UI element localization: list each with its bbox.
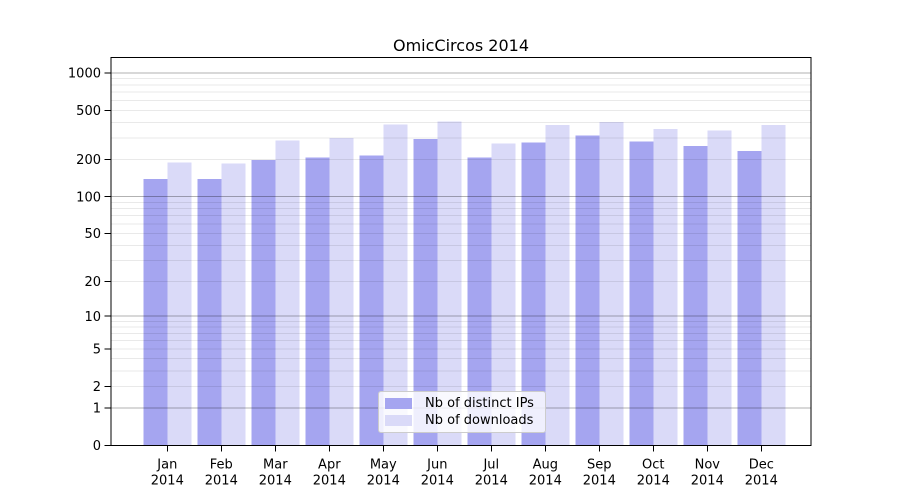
legend: Nb of distinct IPs Nb of downloads xyxy=(378,391,546,433)
legend-swatch-downloads xyxy=(385,415,412,426)
x-tick-label-year-apr: 2014 xyxy=(313,474,346,489)
chart-title: OmicCircos 2014 xyxy=(393,36,529,55)
y-tick-label-500: 500 xyxy=(76,104,101,119)
x-tick-label-month-may: May xyxy=(370,458,397,473)
legend-label-downloads: Nb of downloads xyxy=(425,413,534,428)
x-tick-label-month-apr: Apr xyxy=(318,458,341,473)
x-tick-label-year-mar: 2014 xyxy=(259,474,292,489)
x-tick-label-year-aug: 2014 xyxy=(529,474,562,489)
x-tick-label-year-jun: 2014 xyxy=(421,474,454,489)
bar-downloads-jan xyxy=(167,162,192,446)
bar-downloads-sep xyxy=(599,121,624,446)
bar-distinct-ips-oct xyxy=(629,141,654,446)
x-tick-label-month-nov: Nov xyxy=(695,458,721,473)
x-tick-label-year-jul: 2014 xyxy=(475,474,508,489)
x-tick-label-year-jan: 2014 xyxy=(151,474,184,489)
y-tick-label-1: 1 xyxy=(93,402,101,417)
y-tick-label-2: 2 xyxy=(93,380,101,395)
bar-distinct-ips-nov xyxy=(683,146,708,446)
x-tick-label-month-feb: Feb xyxy=(210,458,233,473)
x-tick-label-year-dec: 2014 xyxy=(745,474,778,489)
y-tick-label-1000: 1000 xyxy=(68,67,101,82)
x-tick-label-month-jul: Jul xyxy=(482,458,499,473)
x-tick-label-year-oct: 2014 xyxy=(637,474,670,489)
bar-distinct-ips-mar xyxy=(251,159,276,446)
bar-downloads-mar xyxy=(275,140,300,446)
bar-downloads-aug xyxy=(545,124,570,446)
x-tick-label-year-feb: 2014 xyxy=(205,474,238,489)
x-tick-label-year-nov: 2014 xyxy=(691,474,724,489)
legend-swatch-distinct-ips xyxy=(385,398,412,409)
legend-label-distinct-ips: Nb of distinct IPs xyxy=(425,396,534,411)
x-tick-label-month-aug: Aug xyxy=(533,458,558,473)
bar-downloads-nov xyxy=(707,130,732,446)
legend-item-downloads: Nb of downloads xyxy=(385,413,539,428)
y-tick-label-10: 10 xyxy=(84,310,101,325)
bar-distinct-ips-sep xyxy=(575,135,600,446)
y-tick-label-0: 0 xyxy=(93,439,101,454)
y-tick-label-200: 200 xyxy=(76,153,101,168)
y-tick-label-20: 20 xyxy=(84,275,101,290)
bar-distinct-ips-apr xyxy=(305,157,330,446)
x-tick-label-month-oct: Oct xyxy=(642,458,664,473)
x-tick-label-month-sep: Sep xyxy=(587,458,612,473)
bar-distinct-ips-feb xyxy=(197,179,222,446)
x-tick-label-year-may: 2014 xyxy=(367,474,400,489)
x-tick-label-month-jan: Jan xyxy=(156,458,177,473)
legend-item-distinct-ips: Nb of distinct IPs xyxy=(385,396,539,411)
x-tick-label-month-jun: Jun xyxy=(426,458,447,473)
bar-downloads-dec xyxy=(761,124,786,446)
x-tick-label-month-mar: Mar xyxy=(263,458,288,473)
bar-downloads-feb xyxy=(221,163,246,446)
bar-distinct-ips-dec xyxy=(737,150,762,446)
bar-downloads-oct xyxy=(653,129,678,446)
bar-distinct-ips-jan xyxy=(143,179,168,446)
x-tick-label-year-sep: 2014 xyxy=(583,474,616,489)
y-tick-label-5: 5 xyxy=(93,342,101,357)
bar-downloads-apr xyxy=(329,137,354,446)
x-tick-label-month-dec: Dec xyxy=(749,458,774,473)
plot-frame xyxy=(110,57,812,446)
y-tick-label-50: 50 xyxy=(84,227,101,242)
y-tick-label-100: 100 xyxy=(76,190,101,205)
